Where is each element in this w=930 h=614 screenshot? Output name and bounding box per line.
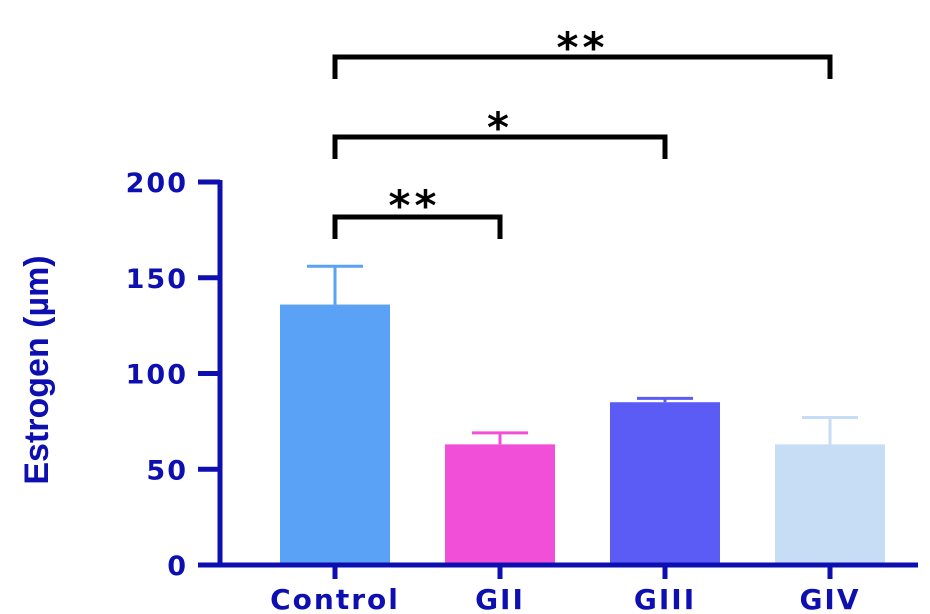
significance-bracket — [332, 134, 668, 159]
y-tick-label: 50 — [146, 455, 188, 486]
x-tick-label: Control — [270, 583, 400, 614]
x-tick-label: GIII — [634, 583, 696, 614]
ticks-layer: 0 50 100 150 200 Control GII GIII GIV — [126, 168, 860, 614]
y-tick-label: 0 — [167, 551, 188, 582]
bars-layer — [280, 304, 885, 565]
significance-label: ** — [557, 23, 609, 72]
bar — [775, 444, 885, 565]
bar — [610, 402, 720, 565]
bar — [280, 304, 390, 565]
y-tick-label: 200 — [126, 168, 188, 199]
error-bars-layer — [307, 264, 858, 445]
x-tick-label: GIV — [799, 583, 860, 614]
y-tick-label: 100 — [126, 360, 188, 391]
y-axis-title: Estrogen (µm) — [18, 255, 56, 484]
x-tick-label: GII — [475, 583, 525, 614]
significance-bracket — [332, 54, 833, 79]
significance-label: ** — [389, 181, 441, 230]
y-tick-label: 150 — [126, 264, 188, 295]
bar — [445, 444, 555, 565]
significance-label: * — [487, 103, 513, 152]
significance-bracket — [332, 214, 503, 239]
significance-brackets: ***** — [332, 23, 833, 239]
